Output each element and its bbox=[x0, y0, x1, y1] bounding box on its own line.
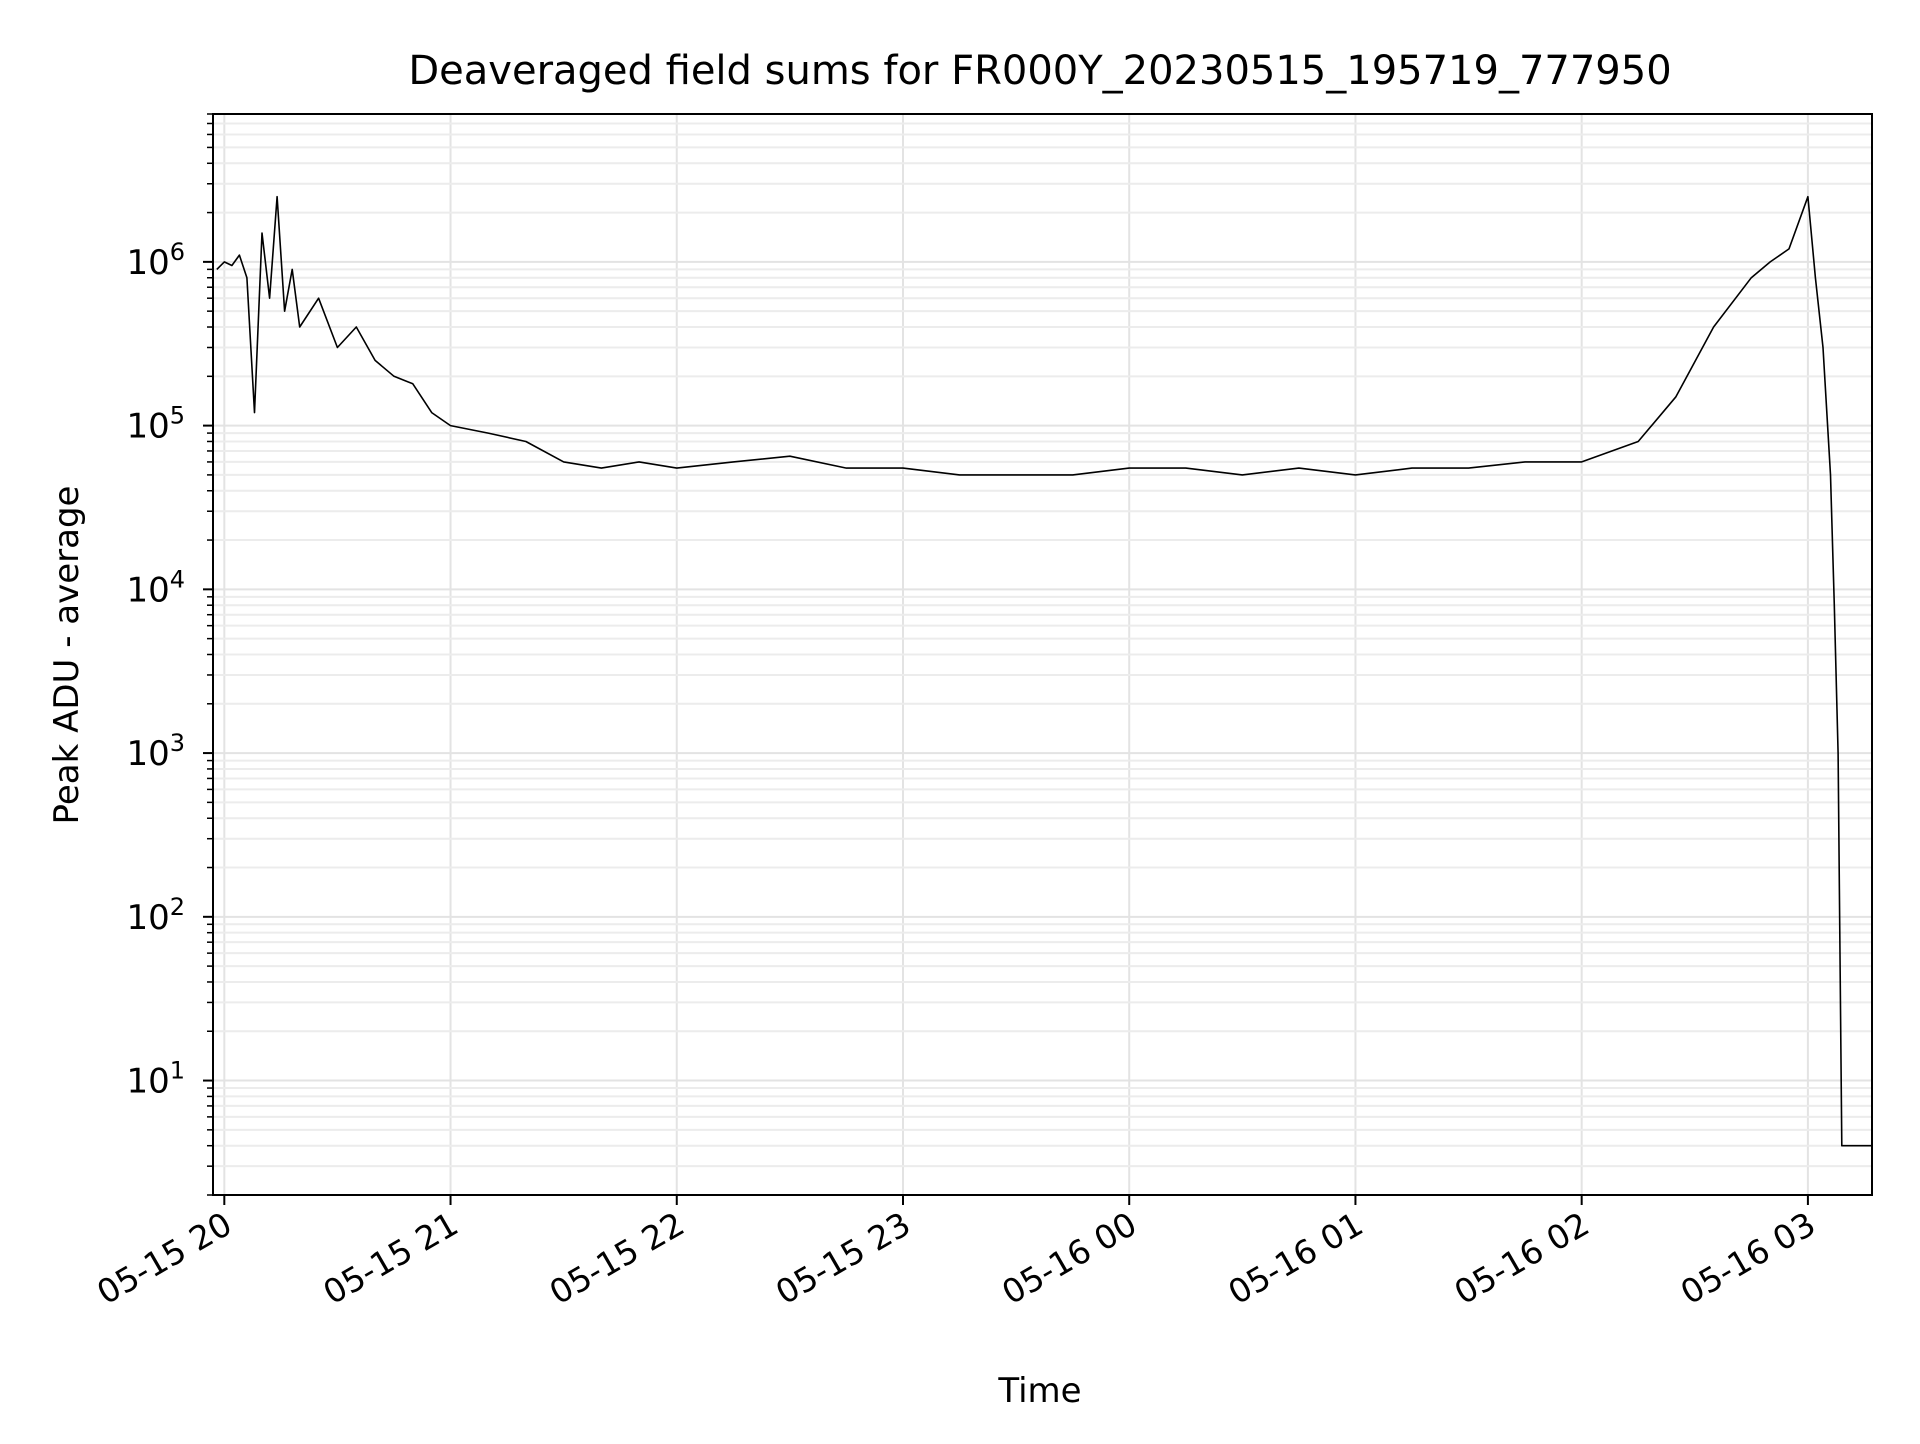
x-axis-ticks: 05-15 20 05-15 21 05-15 22 05-15 23 05-16 00… bbox=[90, 1195, 1822, 1312]
x-tick-label: 05-15 23 bbox=[769, 1204, 917, 1312]
series-layer bbox=[216, 195, 1872, 1147]
y-axis-label: Peak ADU - average bbox=[47, 486, 87, 825]
x-axis-label: Time bbox=[997, 1371, 1081, 1411]
y-tick-label: 101 bbox=[126, 1057, 185, 1102]
y-tick-label: 102 bbox=[126, 893, 185, 938]
y-tick-label: 104 bbox=[126, 565, 185, 610]
x-tick-label: 05-15 20 bbox=[90, 1204, 238, 1312]
y-tick-label: 105 bbox=[126, 402, 185, 447]
y-tick-label: 103 bbox=[126, 729, 185, 774]
x-tick-label: 05-15 22 bbox=[543, 1204, 691, 1312]
x-tick-label: 05-16 00 bbox=[995, 1204, 1143, 1312]
series-line bbox=[216, 195, 1872, 1147]
x-tick-label: 05-16 01 bbox=[1221, 1204, 1369, 1312]
chart-title: Deaveraged field sums for FR000Y_2023051… bbox=[408, 48, 1671, 94]
y-tick-label: 106 bbox=[126, 238, 185, 283]
x-tick-label: 05-15 21 bbox=[317, 1204, 465, 1312]
x-tick-label: 05-16 03 bbox=[1674, 1204, 1822, 1312]
grid bbox=[213, 113, 1872, 1196]
y-axis-ticks: 101 102 103 104 105 106 bbox=[126, 113, 213, 1196]
x-tick-label: 05-16 02 bbox=[1448, 1204, 1596, 1312]
